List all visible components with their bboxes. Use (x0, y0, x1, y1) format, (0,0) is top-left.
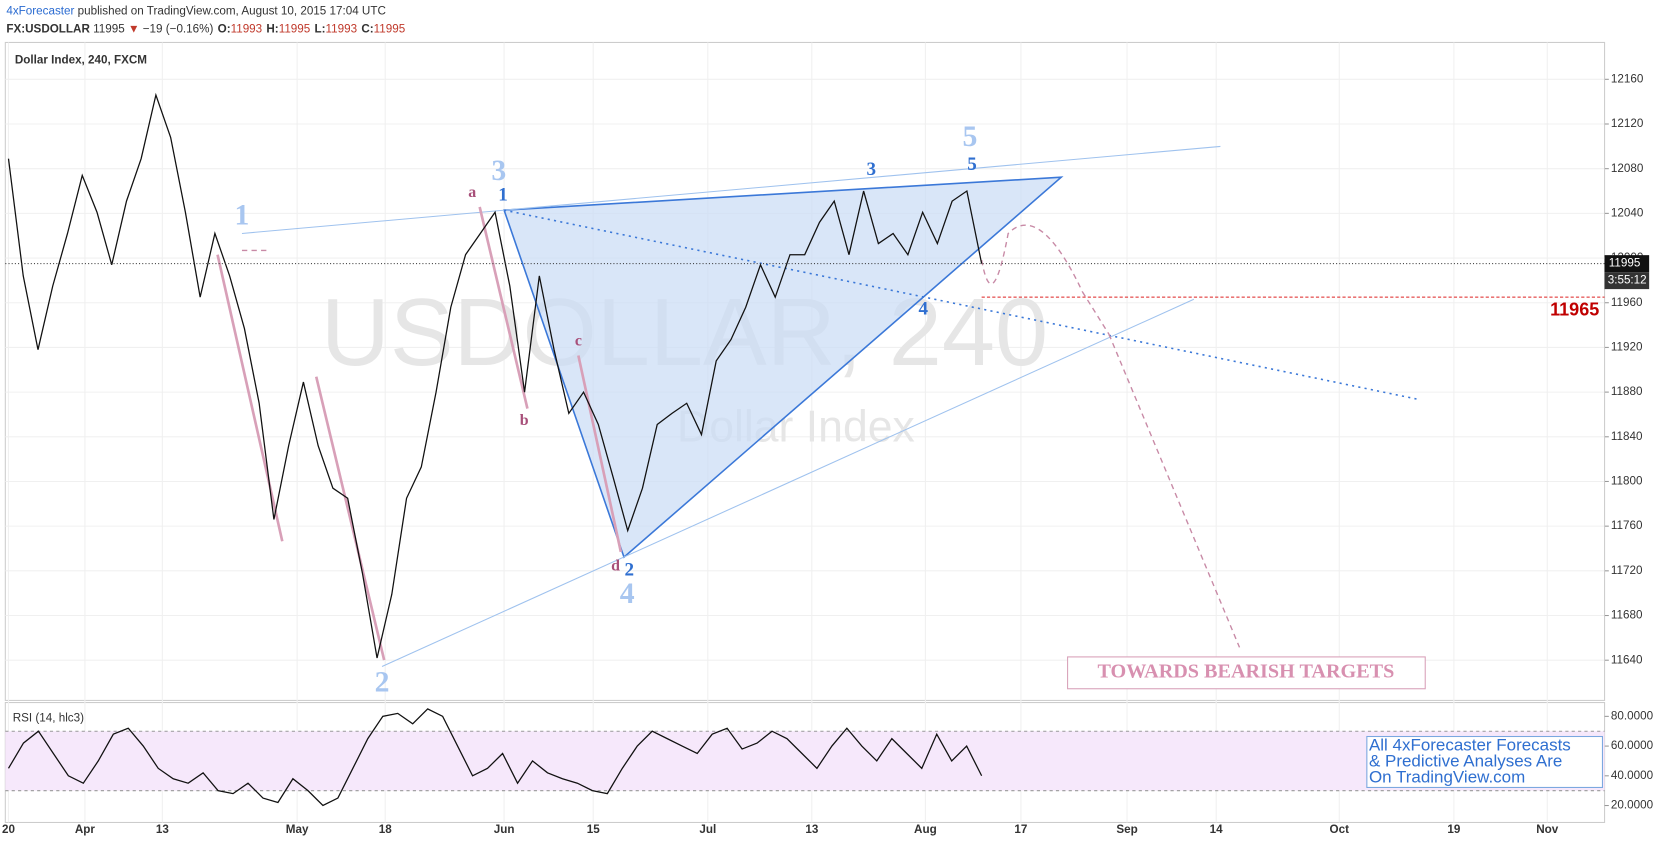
price-box (1604, 255, 1650, 273)
ohlc-value: 11995 (374, 23, 406, 36)
pane-title: Dollar Index, 240, FXCM (15, 54, 147, 67)
note-line: All 4xForecaster Forecasts (1369, 736, 1571, 755)
trend-line (503, 209, 1417, 400)
annotation: a (468, 184, 476, 201)
main-pane (4, 41, 1606, 701)
published: published on TradingView.com, August 10,… (78, 5, 386, 18)
annotation: 4 (918, 298, 928, 319)
y-tick-label: 20.0000 (1611, 799, 1654, 812)
ohlc-value: 11995 (279, 23, 311, 36)
y-tick-label: 80.0000 (1611, 709, 1654, 722)
y-tick-label: 40.0000 (1611, 769, 1654, 782)
x-tick-label: 18 (379, 823, 392, 836)
plot: 11995 3:55:12 11965 1 2 3 4 5 a b c d 1 2 3 4 5 TOWARDS B… (5, 92, 1650, 807)
x-tick-label: Jul (699, 823, 716, 836)
annotation: 3 (866, 159, 876, 180)
price-label: 11995 (1609, 257, 1641, 270)
annotation: 2 (625, 559, 635, 580)
x-tick-label: Nov (1536, 823, 1559, 836)
y-tick-label: 11800 (1611, 475, 1643, 488)
rsi-band (5, 731, 1605, 791)
y-tick-label: 11920 (1611, 340, 1643, 353)
ohlc-key: L: (315, 23, 326, 36)
x-tick-label: Oct (1330, 823, 1350, 836)
y-tick-label: 11880 (1611, 385, 1643, 398)
note: All 4xForecaster Forecasts& Predictive A… (1369, 736, 1571, 787)
ohlc-key: C: (361, 23, 373, 36)
header-line: 4xForecaster published on TradingView.co… (6, 5, 386, 18)
note-line: & Predictive Analyses Are (1369, 751, 1562, 770)
symbol: FX:USDOLLAR (6, 23, 90, 36)
y-tick-label: 11640 (1611, 653, 1643, 666)
y-tick-label: 11960 (1611, 296, 1643, 309)
forecast-path (241, 224, 1241, 648)
x-tick-label: Sep (1116, 823, 1137, 836)
author: 4xForecaster (6, 5, 74, 18)
y-tick-label: 11840 (1611, 430, 1643, 443)
symbol-line: FX:USDOLLAR 11995 ▼ −19 (−0.16%) O:11993 H… (6, 23, 405, 36)
pane-title: RSI (14, hlc3) (13, 712, 84, 725)
annotation: 5 (967, 154, 977, 175)
annotation: 2 (375, 666, 390, 698)
target-box (1067, 656, 1426, 690)
wave-lines (216, 206, 623, 661)
annotation: 4 (620, 578, 635, 610)
note-box (1366, 735, 1603, 788)
ohlc-value: 11993 (326, 23, 358, 36)
arrow: ▼ (128, 23, 140, 36)
annotation: 1 (235, 199, 250, 231)
annotation: TOWARDS BEARISH TARGETS (1097, 660, 1394, 682)
countdown-box (1604, 272, 1650, 290)
y-tick-label: 12080 (1611, 162, 1644, 175)
x-tick-label: Apr (75, 823, 96, 836)
x-tick-label: 20 (2, 823, 15, 836)
x-tick-label: 13 (156, 823, 169, 836)
trend-line (381, 298, 1195, 667)
x-tick-label: 19 (1447, 823, 1460, 836)
x-tick-label: Jun (494, 823, 515, 836)
x-tick-label: Aug (914, 823, 937, 836)
ohlc-key: O: (218, 23, 231, 36)
triangle (502, 176, 1064, 559)
ohlc: O:11993 H:11995 L:11993 C:11995 (218, 23, 406, 36)
x-tick-label: 13 (805, 823, 818, 836)
annotation: 5 (963, 121, 978, 153)
annotation: 1 (498, 185, 508, 206)
series-line (7, 708, 983, 807)
grid: 1164011680117201176011800118401188011920… (2, 42, 1654, 836)
ohlc-value: 11993 (231, 23, 263, 36)
y-tick-label: 60.0000 (1611, 739, 1654, 752)
y-tick-label: 12120 (1611, 117, 1644, 130)
change: −19 (−0.16%) (143, 23, 214, 36)
ohlc-key: H: (266, 23, 278, 36)
x-tick-label: 17 (1014, 823, 1027, 836)
y-tick-label: 12160 (1611, 72, 1644, 85)
level-label: 11965 (1550, 300, 1599, 320)
y-tick-label: 11720 (1611, 564, 1643, 577)
x-tick-label: 15 (587, 823, 600, 836)
y-tick-label: 11680 (1611, 609, 1643, 622)
series-line (7, 92, 983, 659)
annotation: 3 (491, 155, 506, 187)
last: 11995 (93, 23, 125, 36)
countdown: 3:55:12 (1608, 274, 1647, 287)
y-tick-label: 11760 (1611, 519, 1643, 532)
x-tick-label: May (286, 823, 309, 836)
annotation: c (575, 332, 582, 349)
x-tick-label: 14 (1210, 823, 1223, 836)
y-tick-label: 12040 (1611, 206, 1644, 219)
note-line: On TradingView.com (1369, 767, 1525, 786)
trend-line (241, 145, 1221, 235)
annotation: b (520, 412, 529, 429)
annotation: d (611, 557, 620, 574)
